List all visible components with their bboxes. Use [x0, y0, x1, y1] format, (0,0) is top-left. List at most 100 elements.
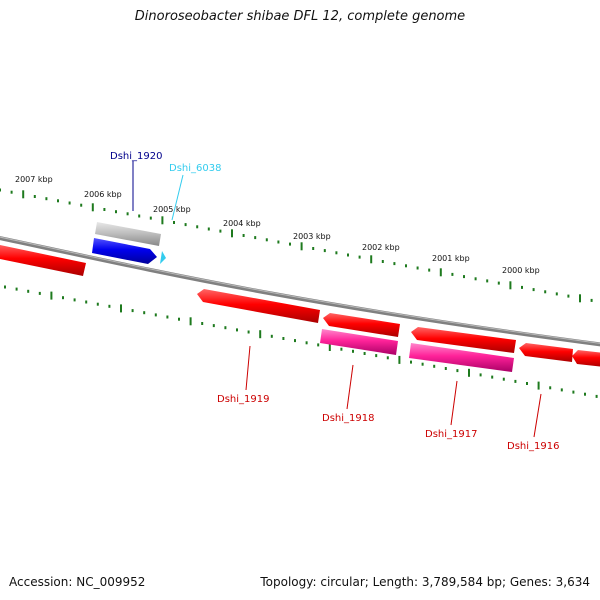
- inner-tick-ring: [4, 285, 598, 398]
- outer-ring-tick: [80, 203, 83, 207]
- inner-ring-tick: [270, 334, 273, 338]
- outer-ring-tick: [149, 216, 152, 220]
- inner-ring-tick: [363, 352, 366, 355]
- rna-feature-dshi-6038[interactable]: [160, 251, 166, 264]
- outer-ring-tick: [242, 234, 245, 237]
- outer-ring-tick: [33, 195, 36, 198]
- inner-ring-tick: [572, 390, 575, 394]
- outer-ring-tick: [300, 242, 303, 251]
- gene-label-dshi-1916[interactable]: Dshi_1916: [507, 441, 559, 452]
- outer-ring-tick: [68, 201, 71, 205]
- outer-ring-tick: [416, 266, 419, 270]
- inner-ring-tick: [328, 343, 331, 351]
- gene-label-dshi-1918[interactable]: Dshi_1918: [322, 413, 374, 424]
- outer-ring-tick: [358, 255, 361, 259]
- outer-ring-tick: [184, 223, 187, 227]
- cds-dshi-1918-fwd[interactable]: [323, 313, 400, 337]
- outer-ring-tick: [103, 208, 106, 211]
- outer-ring-tick: [393, 262, 396, 266]
- scale-label-2007: 2007 kbp: [15, 175, 53, 184]
- leader-dshi-6038: [171, 174, 184, 221]
- leader-dshi-1918: [346, 364, 354, 410]
- cds-dshi-1917-fwd[interactable]: [411, 327, 516, 353]
- inner-ring-tick: [479, 373, 482, 377]
- inner-ring-tick: [294, 339, 296, 343]
- outer-ring-tick: [590, 298, 593, 302]
- inner-ring-tick: [247, 330, 250, 334]
- outer-ring-tick: [451, 272, 454, 276]
- cds-dshi-1919[interactable]: [197, 289, 320, 323]
- gene-block-dshi-1920[interactable]: [95, 222, 161, 246]
- cds-left-edge[interactable]: [0, 244, 86, 276]
- outer-ring-tick: [138, 214, 141, 218]
- scale-label-2006: 2006 kbp: [84, 190, 122, 199]
- inner-ring-tick: [50, 291, 53, 300]
- inner-ring-tick: [259, 330, 262, 339]
- inner-ring-tick: [85, 300, 88, 304]
- outer-ring-tick: [381, 260, 384, 263]
- outer-ring-tick: [579, 294, 581, 303]
- outer-ring-tick: [335, 251, 338, 255]
- scale-label-2002: 2002 kbp: [362, 243, 400, 252]
- outer-ring-tick: [521, 285, 523, 289]
- outer-ring-tick: [347, 253, 349, 257]
- gene-label-dshi-1917[interactable]: Dshi_1917: [425, 429, 477, 440]
- outer-ring-tick: [45, 197, 48, 201]
- inner-ring-tick: [108, 304, 111, 308]
- rna-feature-dshi-1920[interactable]: [92, 238, 157, 264]
- outer-ring-tick: [312, 247, 315, 250]
- outer-ring-tick: [323, 249, 326, 253]
- inner-ring-tick: [224, 326, 227, 330]
- outer-ring-tick: [254, 236, 257, 240]
- outer-ring-tick: [544, 290, 547, 294]
- cds-dshi-1918-rev[interactable]: [320, 329, 398, 355]
- inner-ring-tick: [143, 311, 146, 315]
- inner-ring-tick: [352, 349, 354, 353]
- inner-ring-tick: [201, 322, 204, 325]
- inner-ring-tick: [526, 382, 528, 385]
- outer-ring-tick: [405, 264, 407, 268]
- outer-ring-tick: [115, 210, 117, 214]
- cds-dshi-1917-rev[interactable]: [409, 343, 514, 372]
- inner-ring-tick: [502, 377, 505, 381]
- genome-summary-text: Topology: circular; Length: 3,789,584 bp…: [260, 575, 590, 589]
- scale-label-2000: 2000 kbp: [502, 266, 540, 275]
- outer-ring-tick: [207, 227, 210, 231]
- inner-ring-tick: [410, 360, 412, 364]
- inner-ring-tick: [340, 347, 343, 351]
- outer-ring-tick: [532, 288, 535, 292]
- inner-ring-tick: [549, 386, 552, 390]
- inner-ring-tick: [386, 356, 389, 360]
- gene-label-dshi-1919[interactable]: Dshi_1919: [217, 394, 269, 405]
- inner-ring-tick: [131, 309, 134, 313]
- cds-dshi-1916[interactable]: [519, 343, 573, 362]
- outer-ring-tick: [196, 225, 199, 229]
- genome-backbone-highlight: [0, 236, 600, 344]
- leader-dshi-1916: [533, 393, 542, 438]
- gene-label-dshi-6038[interactable]: Dshi_6038: [169, 163, 221, 174]
- outer-ring-tick: [10, 190, 13, 194]
- outer-ring-tick: [474, 277, 477, 281]
- outer-ring-tick: [439, 268, 442, 277]
- inner-ring-tick: [491, 375, 494, 379]
- gene-label-dshi-1920[interactable]: Dshi_1920: [110, 151, 162, 162]
- inner-ring-tick: [212, 324, 215, 328]
- inner-ring-tick: [375, 354, 378, 358]
- inner-ring-tick: [62, 296, 64, 300]
- outer-ring-tick: [555, 292, 558, 296]
- outer-ring-tick: [567, 294, 570, 298]
- outer-ring-tick: [428, 268, 431, 272]
- inner-ring-tick: [444, 367, 447, 370]
- scale-label-2005: 2005 kbp: [153, 205, 191, 214]
- cds-right-edge[interactable]: [572, 350, 600, 367]
- inner-ring-tick: [38, 291, 41, 295]
- outer-ring-tick: [0, 188, 1, 192]
- inner-ring-tick: [398, 355, 401, 364]
- outer-ring-tick: [219, 229, 222, 233]
- inner-ring-tick: [15, 287, 18, 291]
- accession-text: Accession: NC_009952: [9, 575, 146, 589]
- outer-ring-tick: [91, 203, 94, 212]
- outer-ring-tick: [57, 199, 59, 203]
- inner-ring-tick: [4, 285, 6, 289]
- inner-ring-tick: [595, 394, 598, 398]
